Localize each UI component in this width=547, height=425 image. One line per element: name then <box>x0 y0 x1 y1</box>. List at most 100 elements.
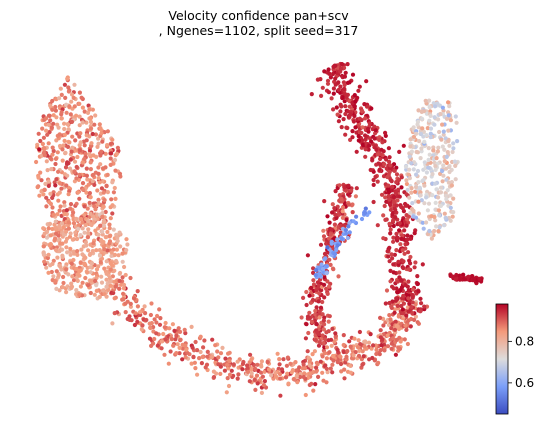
scatter-point <box>77 101 82 106</box>
scatter-point <box>55 255 60 260</box>
scatter-point <box>339 104 344 109</box>
scatter-point <box>342 74 347 79</box>
scatter-point <box>70 145 75 150</box>
scatter-point <box>107 226 112 231</box>
scatter-point <box>42 153 48 158</box>
scatter-point <box>68 202 74 207</box>
scatter-point <box>53 236 58 241</box>
scatter-point <box>84 138 89 143</box>
scatter-point <box>340 215 345 220</box>
scatter-point <box>163 320 168 326</box>
scatter-point <box>311 278 316 283</box>
scatter-point <box>330 210 335 215</box>
scatter-point <box>380 140 385 145</box>
scatter-point <box>387 300 392 306</box>
scatter-point <box>111 227 116 232</box>
scatter-point <box>342 82 347 88</box>
scatter-point <box>431 148 436 153</box>
scatter-point <box>80 226 85 231</box>
scatter-point <box>418 309 423 314</box>
scatter-point <box>35 185 40 190</box>
scatter-point <box>64 267 69 272</box>
scatter-point <box>249 367 254 372</box>
scatter-point <box>97 294 102 299</box>
scatter-point <box>90 173 95 178</box>
scatter-point <box>90 179 95 184</box>
scatter-point <box>427 118 432 123</box>
scatter-point <box>223 356 228 361</box>
scatter-point <box>248 352 253 357</box>
scatter-point <box>416 211 421 216</box>
scatter-point <box>327 284 332 289</box>
scatter-point <box>60 285 65 290</box>
scatter-point <box>321 228 326 233</box>
scatter-point <box>80 160 85 165</box>
scatter-point <box>434 224 439 229</box>
scatter-point <box>65 173 70 178</box>
scatter-point <box>405 187 410 192</box>
scatter-point <box>105 248 110 253</box>
scatter-point <box>317 340 322 345</box>
scatter-point <box>401 259 406 264</box>
scatter-point <box>101 218 106 223</box>
scatter-point <box>86 248 91 253</box>
scatter-point <box>376 360 381 365</box>
scatter-point <box>163 337 168 342</box>
scatter-point <box>182 327 187 332</box>
scatter-point <box>285 371 290 376</box>
scatter-point <box>445 150 450 155</box>
scatter-point <box>419 198 424 203</box>
scatter-point <box>414 149 419 155</box>
scatter-point <box>261 383 266 388</box>
scatter-point <box>48 103 53 108</box>
scatter-point <box>333 189 338 194</box>
scatter-point <box>324 345 330 350</box>
scatter-point <box>347 221 352 226</box>
scatter-point <box>411 167 416 172</box>
scatter-point <box>40 126 45 131</box>
scatter-point <box>89 278 94 283</box>
scatter-point <box>406 296 411 301</box>
scatter-point <box>350 210 355 215</box>
scatter-point <box>341 349 346 355</box>
scatter-point <box>360 125 365 130</box>
scatter-point <box>303 336 308 341</box>
scatter-point <box>351 353 356 358</box>
scatter-point <box>427 228 432 234</box>
scatter-point <box>410 287 415 292</box>
scatter-point <box>90 131 95 137</box>
scatter-point <box>328 366 333 371</box>
scatter-point <box>423 98 428 103</box>
scatter-point <box>50 226 55 232</box>
scatter-point <box>38 138 43 144</box>
scatter-point <box>443 193 448 198</box>
scatter-point <box>38 170 43 175</box>
scatter-point <box>291 377 296 382</box>
scatter-point <box>345 125 350 131</box>
scatter-point <box>406 309 411 314</box>
scatter-point <box>79 247 84 252</box>
scatter-point <box>253 387 258 392</box>
scatter-point <box>438 203 443 208</box>
scatter-point <box>330 326 335 331</box>
scatter-point <box>304 322 309 327</box>
scatter-point <box>69 119 75 124</box>
scatter-point <box>343 104 348 109</box>
scatter-point <box>47 129 52 135</box>
scatter-point <box>413 260 418 265</box>
scatter-point <box>73 230 78 235</box>
scatter-point <box>395 198 400 203</box>
scatter-point <box>301 295 306 300</box>
scatter-point <box>64 245 69 250</box>
scatter-point <box>293 360 298 365</box>
scatter-point <box>82 204 87 209</box>
scatter-point <box>394 231 399 236</box>
scatter-point <box>311 282 317 287</box>
scatter-point <box>389 341 394 346</box>
scatter-point <box>225 362 230 367</box>
scatter-point <box>357 116 362 121</box>
scatter-point <box>427 98 432 103</box>
scatter-point <box>375 179 380 184</box>
scatter-point <box>157 322 163 327</box>
